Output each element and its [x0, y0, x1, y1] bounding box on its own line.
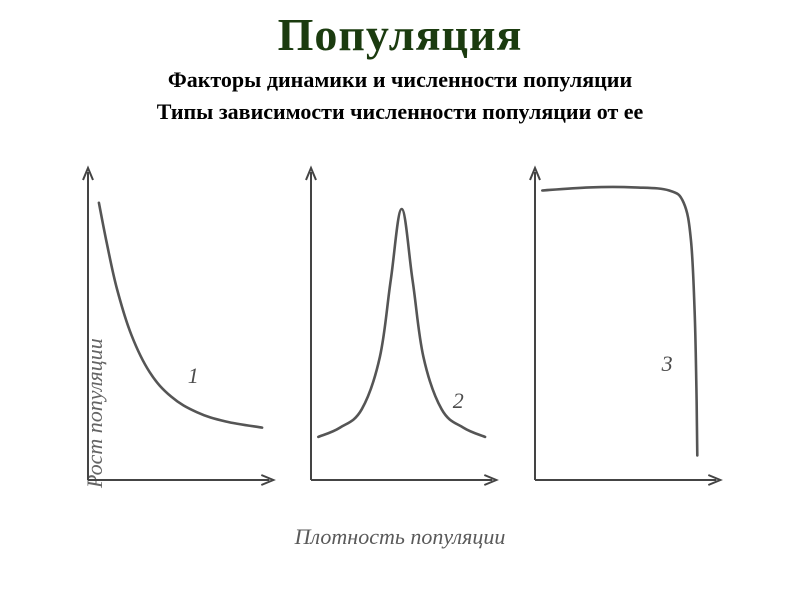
subtitle-line-1: Факторы динамики и численности популяции: [0, 67, 800, 93]
panel-number-1: 1: [188, 363, 199, 389]
panel-number-3: 3: [662, 351, 673, 377]
slide: Популяция Факторы динамики и численности…: [0, 8, 800, 600]
panel-number-2: 2: [453, 388, 464, 414]
chart-panel-2: 2: [293, 158, 506, 498]
chart-panel-3: 3: [517, 158, 730, 498]
x-axis-label: Плотность популяции: [70, 524, 730, 550]
chart-area: Рост популяции Плотность популяции 1 2 3: [70, 158, 730, 508]
subtitle-line-2: Типы зависимости численности популяции о…: [0, 99, 800, 125]
chart-panel-1: 1: [70, 158, 283, 498]
page-title: Популяция: [0, 8, 800, 61]
